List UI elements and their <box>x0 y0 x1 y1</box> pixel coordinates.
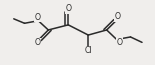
Text: O: O <box>114 12 120 21</box>
Text: O: O <box>35 13 41 22</box>
Text: O: O <box>117 38 123 47</box>
Text: O: O <box>65 4 71 13</box>
Text: Cl: Cl <box>84 46 92 55</box>
Text: O: O <box>35 38 41 48</box>
